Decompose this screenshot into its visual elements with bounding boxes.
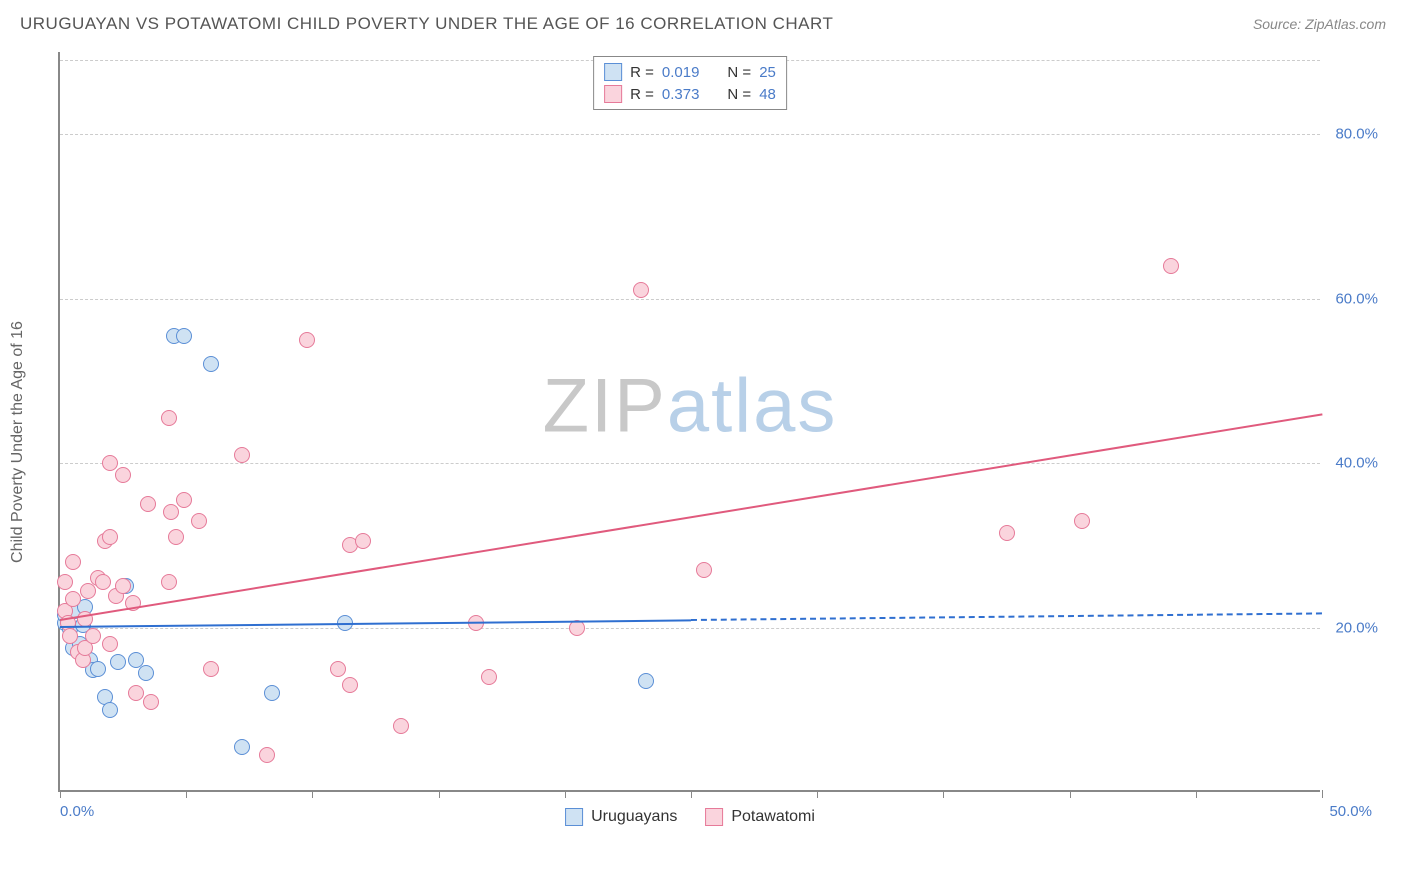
r-label: R =	[630, 86, 654, 103]
scatter-point	[161, 410, 177, 426]
legend-swatch-uruguayans	[565, 808, 583, 826]
source-label: Source: ZipAtlas.com	[1253, 16, 1386, 32]
scatter-point	[115, 578, 131, 594]
scatter-point	[102, 529, 118, 545]
gridline	[60, 134, 1320, 135]
legend-swatch-uruguayans	[604, 63, 622, 81]
chart-title: URUGUAYAN VS POTAWATOMI CHILD POVERTY UN…	[20, 14, 833, 34]
bottom-legend-potawatomi: Potawatomi	[705, 808, 815, 826]
scatter-point	[638, 673, 654, 689]
x-tick	[60, 790, 61, 798]
scatter-point	[90, 661, 106, 677]
scatter-point	[102, 702, 118, 718]
scatter-point	[85, 628, 101, 644]
scatter-point	[299, 332, 315, 348]
legend-swatch-potawatomi	[705, 808, 723, 826]
n-value: 48	[759, 86, 776, 103]
r-value: 0.373	[662, 86, 700, 103]
scatter-point	[191, 513, 207, 529]
watermark-atlas: atlas	[667, 364, 838, 449]
scatter-point	[696, 562, 712, 578]
scatter-point	[143, 694, 159, 710]
scatter-point	[65, 591, 81, 607]
x-tick	[186, 790, 187, 798]
legend-label: Potawatomi	[731, 808, 815, 826]
x-tick	[691, 790, 692, 798]
watermark-zip: ZIP	[543, 364, 667, 449]
r-label: R =	[630, 64, 654, 81]
scatter-point	[110, 654, 126, 670]
legend-row-uruguayans: R = 0.019 N = 25	[604, 61, 776, 83]
scatter-point	[140, 496, 156, 512]
scatter-point	[62, 628, 78, 644]
n-label: N =	[727, 86, 751, 103]
scatter-point	[234, 447, 250, 463]
scatter-point	[259, 747, 275, 763]
scatter-point	[115, 467, 131, 483]
scatter-point	[65, 554, 81, 570]
scatter-point	[393, 718, 409, 734]
scatter-point	[161, 574, 177, 590]
x-tick	[1322, 790, 1323, 798]
x-tick	[817, 790, 818, 798]
scatter-point	[128, 685, 144, 701]
header: URUGUAYAN VS POTAWATOMI CHILD POVERTY UN…	[0, 0, 1406, 44]
legend-row-potawatomi: R = 0.373 N = 48	[604, 83, 776, 105]
r-value: 0.019	[662, 64, 700, 81]
gridline	[60, 463, 1320, 464]
x-tick	[943, 790, 944, 798]
x-tick	[565, 790, 566, 798]
scatter-point	[95, 574, 111, 590]
scatter-point	[330, 661, 346, 677]
legend-label: Uruguayans	[591, 808, 677, 826]
scatter-point	[1074, 513, 1090, 529]
x-tick	[1196, 790, 1197, 798]
scatter-point	[234, 739, 250, 755]
scatter-point	[176, 328, 192, 344]
y-tick-label: 60.0%	[1328, 290, 1378, 307]
scatter-point	[481, 669, 497, 685]
scatter-point	[163, 504, 179, 520]
y-axis-label: Child Poverty Under the Age of 16	[9, 321, 27, 563]
scatter-point	[264, 685, 280, 701]
scatter-point	[168, 529, 184, 545]
scatter-point	[102, 455, 118, 471]
scatter-point	[102, 636, 118, 652]
y-tick-label: 40.0%	[1328, 455, 1378, 472]
scatter-point	[355, 533, 371, 549]
x-tick	[312, 790, 313, 798]
x-tick-label: 50.0%	[1329, 803, 1372, 820]
scatter-point	[999, 525, 1015, 541]
y-tick-label: 80.0%	[1328, 126, 1378, 143]
trend-line-dashed	[691, 613, 1322, 622]
chart-area: Child Poverty Under the Age of 16 ZIPatl…	[58, 52, 1378, 832]
plot-region: ZIPatlas R = 0.019 N = 25 R = 0.373 N = …	[58, 52, 1320, 792]
legend-stats-box: R = 0.019 N = 25 R = 0.373 N = 48	[593, 56, 787, 110]
x-tick-label: 0.0%	[60, 803, 94, 820]
gridline	[60, 628, 1320, 629]
trend-line	[60, 414, 1322, 622]
bottom-legend-uruguayans: Uruguayans	[565, 808, 677, 826]
watermark: ZIPatlas	[543, 363, 838, 450]
n-value: 25	[759, 64, 776, 81]
scatter-point	[176, 492, 192, 508]
scatter-point	[633, 282, 649, 298]
scatter-point	[203, 356, 219, 372]
n-label: N =	[727, 64, 751, 81]
scatter-point	[203, 661, 219, 677]
y-tick-label: 20.0%	[1328, 619, 1378, 636]
scatter-point	[342, 677, 358, 693]
scatter-point	[138, 665, 154, 681]
bottom-legend: Uruguayans Potawatomi	[565, 808, 815, 826]
scatter-point	[57, 574, 73, 590]
scatter-point	[1163, 258, 1179, 274]
x-tick	[1070, 790, 1071, 798]
gridline	[60, 299, 1320, 300]
x-tick	[439, 790, 440, 798]
legend-swatch-potawatomi	[604, 85, 622, 103]
